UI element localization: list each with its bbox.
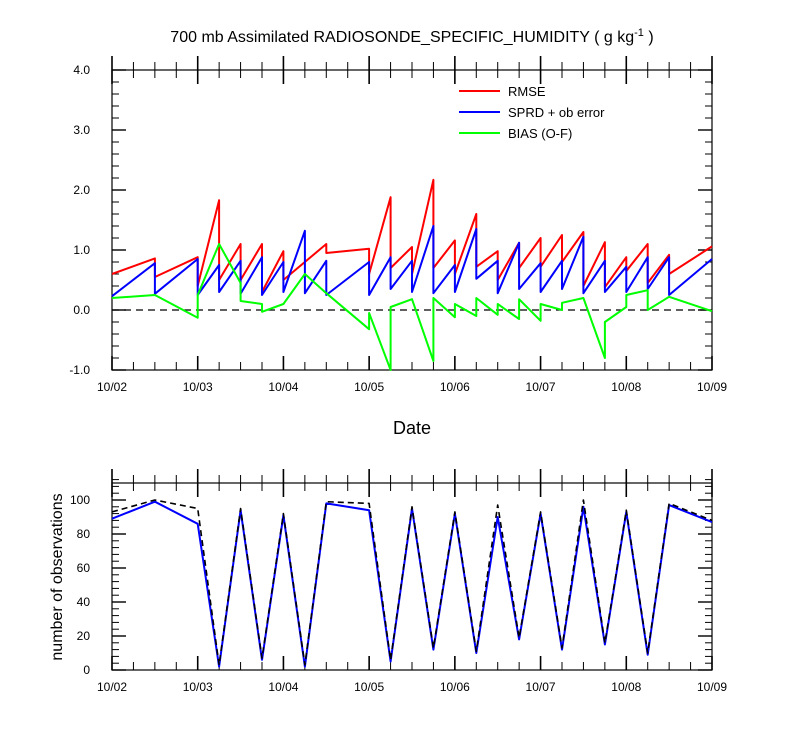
bottom-series [111,499,713,668]
bottom-ytick-label: 60 [77,561,91,575]
chart-title-exponent: -1 [634,27,644,39]
bottom-xtick-label: 10/06 [440,680,470,694]
legend-label: BIAS (O-F) [508,126,572,141]
chart-title-main: 700 mb Assimilated RADIOSONDE_SPECIFIC_H… [170,29,634,46]
top-panel: 10/02 10/03 10/04 10/05 10/06 10/07 10/08 10/09… [69,56,727,438]
top-xtick-label: 10/08 [611,380,641,394]
top-ytick-label: 3.0 [73,123,90,137]
bottom-ticks: 10/02 10/03 10/04 10/05 10/06 10/07 10/08 10/09… [70,469,727,694]
top-xtick-label: 10/03 [183,380,213,394]
bottom-xtick-label: 10/08 [611,680,641,694]
top-ytick-label: 1.0 [73,243,90,257]
series-line-observations-possible [111,499,713,666]
bottom-xtick-label: 10/09 [697,680,727,694]
top-ytick-label: -1.0 [69,363,90,377]
top-plot-frame [111,69,713,371]
top-series [111,178,713,371]
series-line-observations-used [111,500,713,668]
bottom-panel: 10/02 10/03 10/04 10/05 10/06 10/07 10/08 10/09… [49,469,727,694]
series-line-bias-o-f [111,243,713,371]
chart-title: 700 mb Assimilated RADIOSONDE_SPECIFIC_H… [170,27,653,46]
top-xtick-label: 10/02 [97,380,127,394]
top-ytick-label: 2.0 [73,183,90,197]
top-xtick-label: 10/09 [697,380,727,394]
bottom-ytick-label: 20 [77,629,91,643]
legend: RMSE SPRD + ob error BIAS (O-F) [459,84,605,141]
legend-label: RMSE [508,84,546,99]
top-ytick-label: 4.0 [73,63,90,77]
top-xtick-label: 10/07 [526,380,556,394]
legend-label: SPRD + ob error [508,105,605,120]
bottom-xtick-label: 10/03 [183,680,213,694]
bottom-xtick-label: 10/07 [526,680,556,694]
bottom-xtick-label: 10/02 [97,680,127,694]
top-xtick-label: 10/05 [354,380,384,394]
bottom-ytick-label: 80 [77,527,91,541]
bottom-ytick-label: 100 [70,493,90,507]
top-ticks: 10/02 10/03 10/04 10/05 10/06 10/07 10/08 10/09… [69,56,727,394]
top-xtick-label: 10/04 [268,380,298,394]
chart-title-end: ) [644,29,654,46]
bottom-xtick-label: 10/04 [268,680,298,694]
top-xtick-label: 10/06 [440,380,470,394]
bottom-xtick-label: 10/05 [354,680,384,694]
y-axis-label-observations: number of observations [49,493,66,660]
bottom-ytick-label: 40 [77,595,91,609]
top-ytick-label: 0.0 [73,303,90,317]
x-axis-label: Date [393,418,431,438]
bottom-ytick-label: 0 [83,663,90,677]
